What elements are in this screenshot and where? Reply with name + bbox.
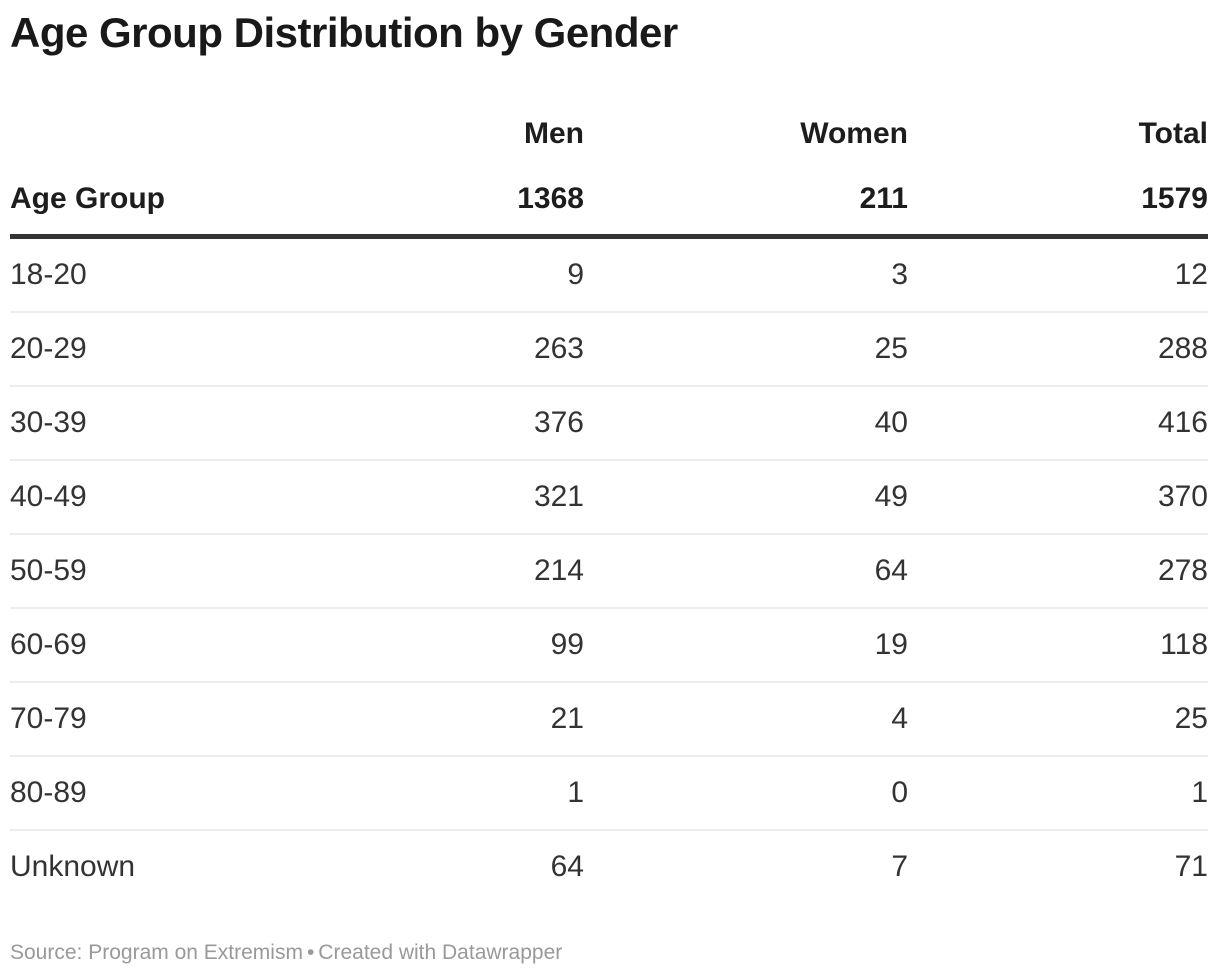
source-footer: Source: Program on Extremism • Created wit… xyxy=(10,940,1208,966)
header-spacer xyxy=(10,58,256,153)
total-all: 1579 xyxy=(908,153,1208,239)
header-row-labels: Men Women Total xyxy=(10,58,1208,153)
cell-total: 118 xyxy=(908,608,1208,683)
cell-total: 12 xyxy=(908,236,1208,313)
cell-total: 278 xyxy=(908,534,1208,609)
column-header-age-group: Age Group xyxy=(10,153,256,239)
table-row: Unknown 64 7 71 xyxy=(10,830,1208,903)
column-header-total: Total xyxy=(1138,117,1208,150)
cell-age: 70-79 xyxy=(10,682,256,757)
table-row: 20-29 263 25 288 xyxy=(10,312,1208,387)
cell-women: 3 xyxy=(584,236,908,313)
table-row: 50-59 214 64 278 xyxy=(10,534,1208,609)
source-label: Source: xyxy=(10,941,89,964)
cell-men: 9 xyxy=(256,236,584,313)
table-row: 18-20 9 3 12 xyxy=(10,236,1208,313)
cell-men: 1 xyxy=(256,756,584,831)
cell-women: 4 xyxy=(584,682,908,757)
cell-age: 60-69 xyxy=(10,608,256,683)
source-name: Program on Extremism xyxy=(88,941,303,964)
cell-men: 99 xyxy=(256,608,584,683)
cell-age: 20-29 xyxy=(10,312,256,387)
table-header: Men Women Total Age Group 1368 211 1579 xyxy=(10,58,1208,239)
cell-total: 1 xyxy=(908,756,1208,831)
table-body: 18-20 9 3 12 20-29 263 25 288 30-39 376 … xyxy=(10,236,1208,904)
cell-total: 71 xyxy=(1174,850,1208,883)
cell-women: 7 xyxy=(891,850,908,883)
footer-separator: • xyxy=(306,941,315,964)
cell-age: 30-39 xyxy=(10,386,256,461)
cell-men: 376 xyxy=(256,386,584,461)
cell-total: 370 xyxy=(908,460,1208,535)
table-row: 80-89 1 0 1 xyxy=(10,756,1208,831)
datawrapper-credit-link[interactable]: Created with Datawrapper xyxy=(318,941,563,964)
cell-age: 80-89 xyxy=(10,756,256,831)
cell-age: Unknown xyxy=(10,850,136,883)
cell-age: 50-59 xyxy=(10,534,256,609)
table-row: 70-79 21 4 25 xyxy=(10,682,1208,757)
column-header-men: Men xyxy=(524,117,584,150)
cell-total: 25 xyxy=(908,682,1208,757)
cell-age: 40-49 xyxy=(10,460,256,535)
cell-men: 321 xyxy=(256,460,584,535)
cell-women: 64 xyxy=(584,534,908,609)
cell-men: 263 xyxy=(256,312,584,387)
total-men: 1368 xyxy=(256,153,584,239)
table-row: 30-39 376 40 416 xyxy=(10,386,1208,461)
header-row-totals: Age Group 1368 211 1579 xyxy=(10,153,1208,239)
cell-women: 25 xyxy=(584,312,908,387)
cell-total: 416 xyxy=(908,386,1208,461)
cell-age: 18-20 xyxy=(10,236,256,313)
cell-women: 40 xyxy=(584,386,908,461)
cell-men: 214 xyxy=(256,534,584,609)
cell-women: 19 xyxy=(584,608,908,683)
cell-women: 49 xyxy=(584,460,908,535)
column-header-women: Women xyxy=(800,117,908,150)
cell-women: 0 xyxy=(584,756,908,831)
total-women: 211 xyxy=(584,153,908,239)
cell-total: 288 xyxy=(908,312,1208,387)
cell-men: 21 xyxy=(256,682,584,757)
table-row: 40-49 321 49 370 xyxy=(10,460,1208,535)
page-title: Age Group Distribution by Gender xyxy=(10,9,678,56)
table-row: 60-69 99 19 118 xyxy=(10,608,1208,683)
age-gender-table: Men Women Total Age Group 1368 211 1579 … xyxy=(10,58,1208,903)
cell-men: 64 xyxy=(550,850,584,883)
